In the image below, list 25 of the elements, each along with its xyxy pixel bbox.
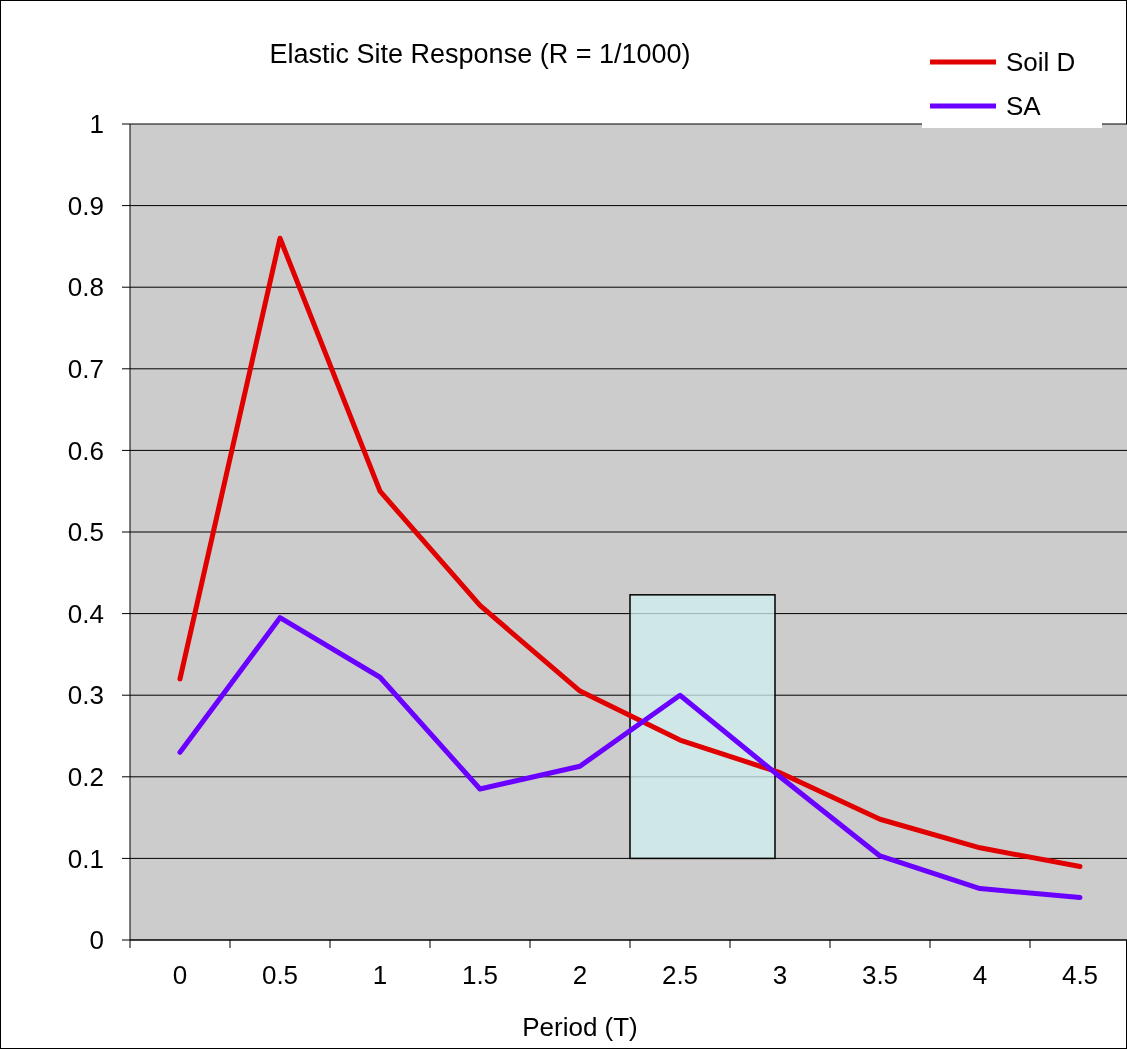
x-tick-label: 4 bbox=[972, 960, 988, 990]
x-tick-label: 4.5 bbox=[1061, 960, 1099, 990]
x-tick-label: 0 bbox=[172, 960, 188, 990]
y-tick-label: 0.4 bbox=[67, 598, 104, 629]
x-tick-label: 2.5 bbox=[661, 960, 699, 990]
x-axis-title: Period (T) bbox=[522, 1012, 638, 1042]
y-tick-label: 0.5 bbox=[67, 517, 104, 548]
chart-title: Elastic Site Response (R = 1/1000) bbox=[269, 39, 691, 69]
y-tick-label: 0.3 bbox=[67, 680, 104, 711]
x-tick-label: 0.5 bbox=[261, 960, 299, 990]
x-tick-label: 3.5 bbox=[861, 960, 899, 990]
legend-label: SA bbox=[1006, 91, 1042, 122]
y-tick-label: 0 bbox=[89, 925, 104, 956]
y-tick-label: 0.7 bbox=[67, 353, 104, 384]
x-tick-label: 1.5 bbox=[461, 960, 499, 990]
y-tick-label: 1 bbox=[89, 109, 104, 140]
x-tick-label: 2 bbox=[572, 960, 588, 990]
y-tick-label: 0.8 bbox=[67, 272, 104, 303]
x-tick-label: 1 bbox=[372, 960, 388, 990]
y-tick-label: 0.1 bbox=[67, 843, 104, 874]
legend-label: Soil D bbox=[1006, 47, 1076, 78]
y-tick-label: 0.2 bbox=[67, 761, 104, 792]
y-tick-label: 0.9 bbox=[67, 190, 104, 221]
x-tick-label: 3 bbox=[772, 960, 788, 990]
y-tick-label: 0.6 bbox=[67, 435, 104, 466]
